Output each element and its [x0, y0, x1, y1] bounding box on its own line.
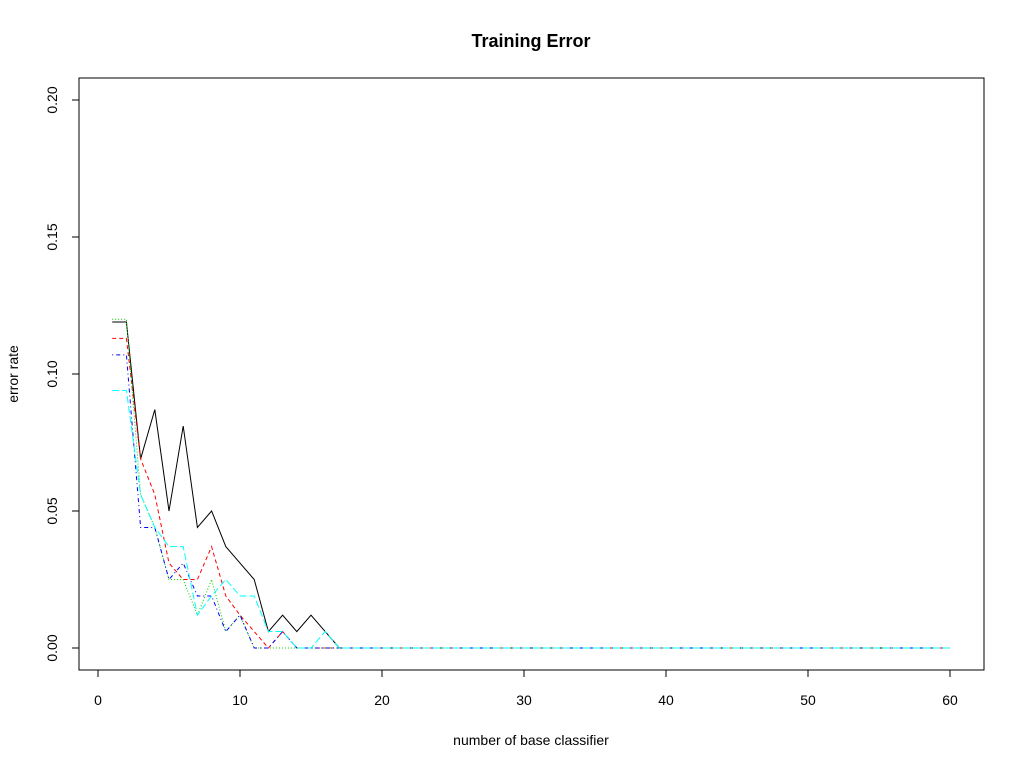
y-tick-label: 0.20 — [44, 86, 60, 113]
x-tick-label: 40 — [658, 692, 674, 708]
series-line-series-5 — [112, 389, 950, 649]
series-layer — [112, 318, 950, 649]
y-tick-label: 0.00 — [44, 634, 60, 661]
x-tick-label: 60 — [942, 692, 958, 708]
series-line-series-4 — [112, 354, 950, 649]
series-line-series-2 — [112, 337, 950, 649]
x-tick-label: 30 — [516, 692, 532, 708]
x-axis: 0 10 20 30 40 50 60 — [94, 669, 958, 708]
y-tick-label: 0.10 — [44, 360, 60, 387]
y-tick-label: 0.15 — [44, 223, 60, 250]
y-axis-label: error rate — [5, 345, 21, 403]
x-tick-label: 10 — [232, 692, 248, 708]
x-axis-label: number of base classifier — [453, 732, 609, 748]
y-axis: 0.00 0.05 0.10 0.15 0.20 — [44, 86, 80, 662]
chart-title: Training Error — [471, 31, 590, 51]
y-tick-label: 0.05 — [44, 497, 60, 524]
x-tick-label: 50 — [800, 692, 816, 708]
x-tick-label: 0 — [94, 692, 102, 708]
x-tick-label: 20 — [374, 692, 390, 708]
